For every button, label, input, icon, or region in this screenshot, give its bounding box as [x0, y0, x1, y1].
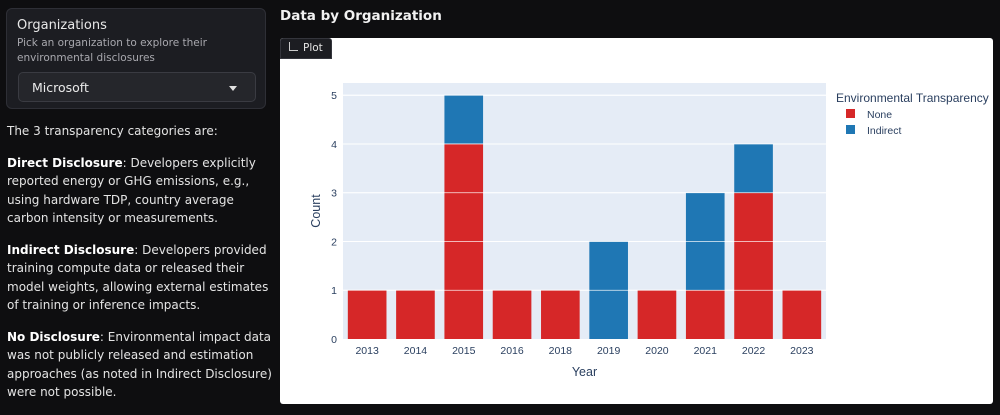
chevron-down-icon — [229, 86, 237, 91]
legend-label-indirect: Indirect — [867, 125, 902, 137]
x-tick-label: 2020 — [645, 345, 669, 357]
organizations-panel: Organizations Pick an organization to ex… — [6, 8, 266, 109]
legend-swatch-none — [846, 109, 855, 118]
x-tick-label: 2021 — [694, 345, 718, 357]
page-title: Data by Organization — [280, 8, 442, 24]
no-disclosure-text: : Environmental impact data was not publ… — [7, 329, 272, 400]
x-tick-label: 2023 — [790, 345, 814, 357]
y-tick-label: 0 — [331, 334, 337, 346]
x-tick-label: 2018 — [549, 345, 573, 357]
legend-swatch-indirect — [846, 125, 855, 134]
no-disclosure-term: No Disclosure — [7, 329, 100, 344]
bar-none-2013 — [347, 290, 387, 339]
x-tick-label: 2016 — [500, 345, 524, 357]
explanation-intro: The 3 transparency categories are: — [7, 124, 218, 138]
plot-panel: 0 1 2 3 4 5 2013 2014 2015 2016 2018 2019 2020 2021 20… — [280, 38, 993, 404]
y-tick-label: 5 — [331, 90, 337, 102]
legend-title: Environmental Transparency — [836, 91, 989, 105]
x-tick-label: 2015 — [452, 345, 476, 357]
direct-disclosure-term: Direct Disclosure — [7, 155, 123, 170]
bar-none-2020 — [637, 290, 677, 339]
bar-none-2021 — [685, 290, 725, 339]
bar-none-2023 — [782, 290, 822, 339]
organization-select-value: Microsoft — [32, 80, 89, 95]
x-tick-label: 2019 — [597, 345, 621, 357]
tab-plot[interactable]: Plot — [280, 38, 332, 59]
bar-none-2016 — [492, 290, 532, 339]
explanation-direct: Direct Disclosure: Developers explicitly… — [7, 154, 275, 228]
y-tick-label: 4 — [331, 139, 337, 151]
direct-disclosure-text: : Developers explicitly reported energy … — [7, 155, 256, 226]
y-tick-label: 2 — [331, 236, 337, 248]
indirect-disclosure-text: : Developers provided training compute d… — [7, 242, 269, 313]
x-axis-title: Year — [572, 365, 597, 379]
bar-none-2022 — [734, 192, 773, 339]
bar-indirect-2022 — [734, 143, 773, 193]
stacked-bar-chart: 0 1 2 3 4 5 2013 2014 2015 2016 2018 2019 2020 2021 20… — [309, 83, 989, 379]
y-axis-title: Count — [309, 194, 323, 228]
x-tick-label: 2022 — [742, 345, 766, 357]
bar-none-2014 — [396, 290, 435, 339]
y-tick-label: 3 — [331, 188, 337, 200]
explanation-none: No Disclosure: Environmental impact data… — [7, 328, 275, 402]
indirect-disclosure-term: Indirect Disclosure — [7, 242, 135, 257]
organizations-description: Pick an organization to explore their en… — [17, 37, 207, 64]
bar-none-2018 — [541, 290, 580, 339]
explanation-indirect: Indirect Disclosure: Developers provided… — [7, 241, 275, 315]
x-tick-label: 2013 — [355, 345, 379, 357]
tab-plot-label: Plot — [303, 42, 323, 54]
legend-label-none: None — [867, 109, 892, 121]
y-tick-label: 1 — [331, 285, 337, 297]
chart-icon — [289, 42, 298, 51]
transparency-explanation: The 3 transparency categories are: Direc… — [7, 122, 275, 415]
x-tick-label: 2014 — [404, 345, 428, 357]
organizations-label: Organizations — [17, 18, 107, 33]
bar-indirect-2015 — [444, 95, 484, 144]
organization-select[interactable]: Microsoft — [18, 72, 256, 102]
